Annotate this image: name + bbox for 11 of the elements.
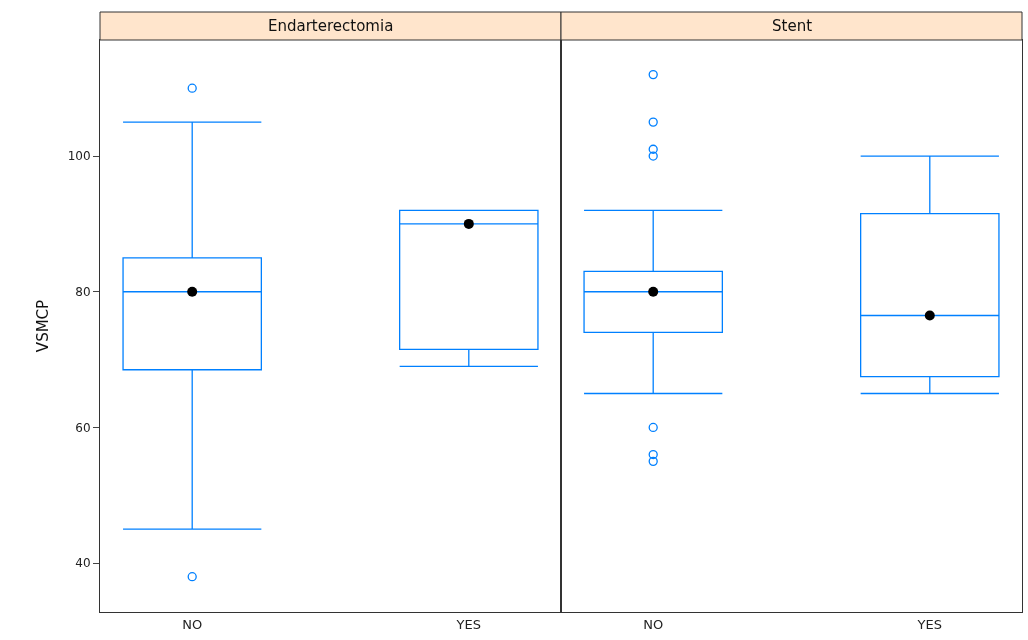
chart-title: Stent [772,17,813,35]
y-tick-label: 40 [75,556,91,571]
y-tick-label: 100 [67,149,91,164]
y-tick-label: 80 [75,284,91,299]
x-tick-label: YES [916,616,943,632]
y-tick-label: 60 [75,420,91,435]
x-tick-label: YES [455,616,482,632]
x-tick-label: NO [182,616,203,632]
x-tick-label: NO [643,616,664,632]
y-axis-title: VSMCP [33,299,52,353]
chart-title: Endarterectomia [268,17,394,35]
